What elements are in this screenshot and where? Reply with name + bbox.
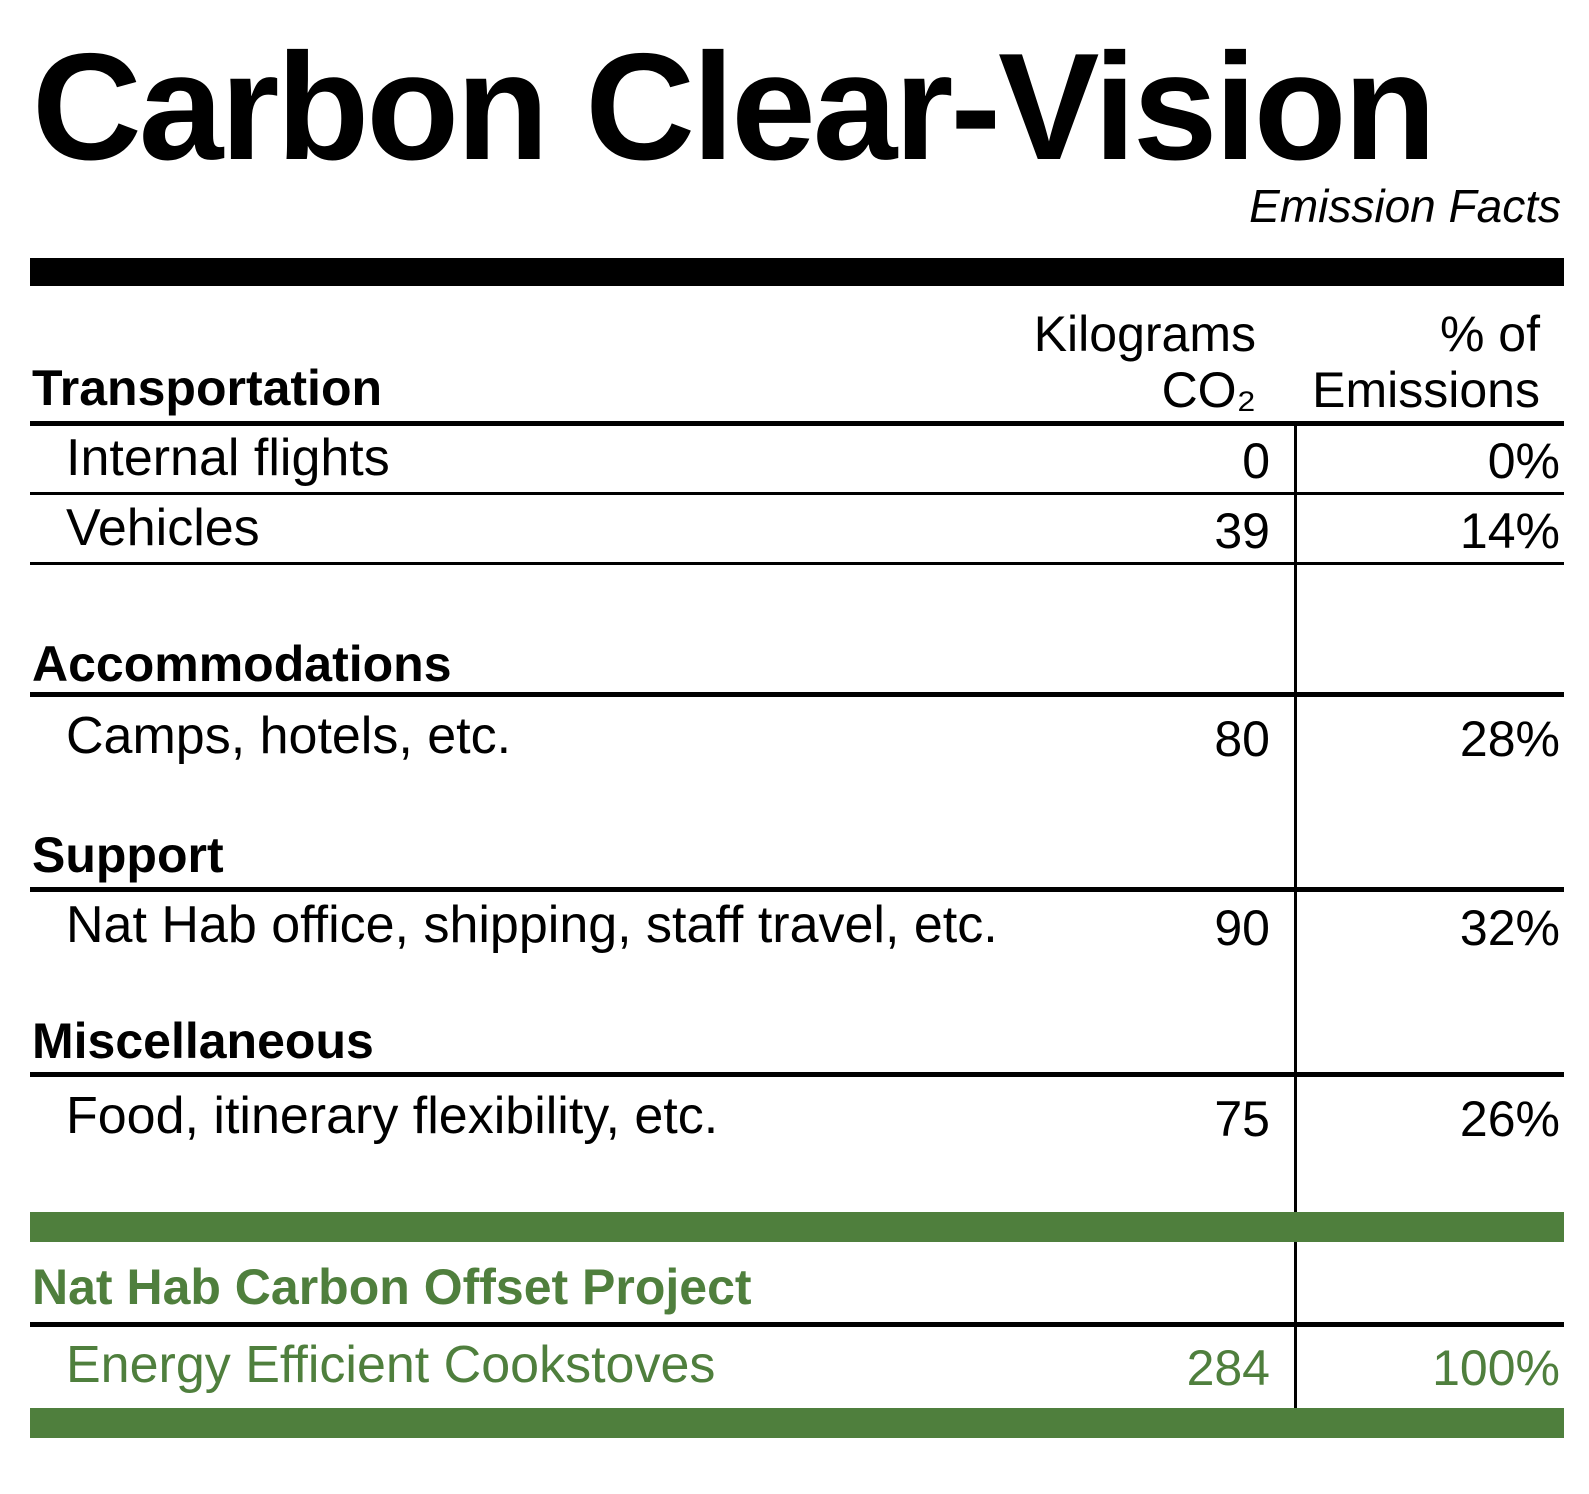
row-percent-value: 28% xyxy=(1459,711,1560,767)
row-kg-value: 90 xyxy=(1214,900,1270,956)
column-header-percent-line2: Emissions xyxy=(1312,362,1540,418)
offset-row-label: Energy Efficient Cookstoves xyxy=(66,1336,716,1394)
offset-percent-value: 100% xyxy=(1432,1340,1560,1396)
offset-divider-top xyxy=(30,1212,1564,1242)
row-percent-value: 0% xyxy=(1487,433,1560,489)
row-kg-value: 39 xyxy=(1214,503,1270,559)
row-divider xyxy=(30,562,1564,565)
offset-heading: Nat Hab Carbon Offset Project xyxy=(32,1259,752,1315)
header-divider xyxy=(30,258,1564,286)
section-heading-transportation: Transportation xyxy=(32,360,383,416)
row-kg-value: 75 xyxy=(1214,1091,1270,1147)
column-header-kilograms: Kilograms CO₂ xyxy=(1000,306,1256,418)
column-header-kilograms-line2: CO₂ xyxy=(1161,362,1256,418)
section-heading-accommodations: Accommodations xyxy=(32,636,452,692)
offset-divider-bottom xyxy=(30,1408,1564,1438)
row-percent-value: 26% xyxy=(1459,1091,1560,1147)
column-header-percent-line1: % of xyxy=(1439,306,1540,362)
page-subtitle: Emission Facts xyxy=(1249,180,1561,232)
row-label: Camps, hotels, etc. xyxy=(66,707,512,765)
row-label: Nat Hab office, shipping, staff travel, … xyxy=(66,896,998,954)
column-header-kilograms-line1: Kilograms xyxy=(1033,306,1256,362)
section-divider xyxy=(30,1322,1564,1327)
row-kg-value: 0 xyxy=(1242,433,1270,489)
section-heading-support: Support xyxy=(32,827,224,883)
row-percent-value: 32% xyxy=(1459,900,1560,956)
row-divider xyxy=(30,492,1564,495)
section-heading-miscellaneous: Miscellaneous xyxy=(32,1013,374,1069)
column-header-percent: % of Emissions xyxy=(1290,306,1540,418)
section-divider xyxy=(30,692,1564,697)
column-divider xyxy=(1294,424,1297,1410)
section-divider xyxy=(30,1072,1564,1077)
row-label: Internal flights xyxy=(66,429,390,487)
row-label: Food, itinerary flexibility, etc. xyxy=(66,1087,719,1145)
row-label: Vehicles xyxy=(66,499,260,557)
row-kg-value: 80 xyxy=(1214,711,1270,767)
row-percent-value: 14% xyxy=(1459,503,1560,559)
page-title: Carbon Clear-Vision xyxy=(32,22,1436,192)
section-divider xyxy=(30,887,1564,892)
section-divider xyxy=(30,421,1564,426)
offset-kg-value: 284 xyxy=(1186,1340,1270,1396)
